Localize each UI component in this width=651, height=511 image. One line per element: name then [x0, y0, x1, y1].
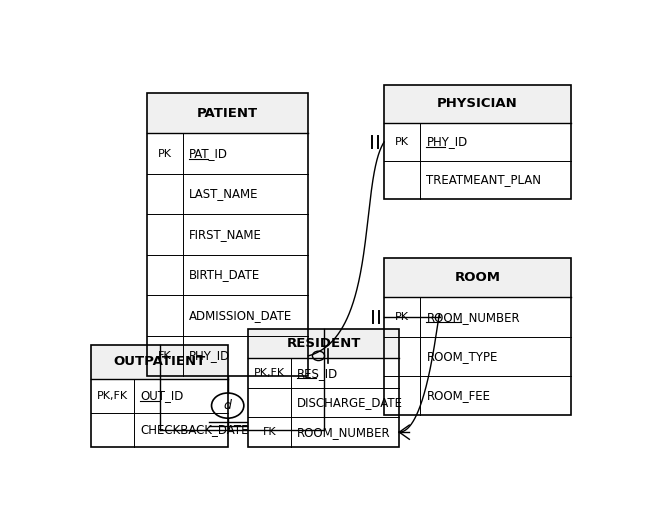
Text: ROOM_TYPE: ROOM_TYPE: [426, 350, 498, 363]
Text: ADMISSION_DATE: ADMISSION_DATE: [189, 309, 292, 322]
Text: FK: FK: [158, 351, 172, 361]
Bar: [91, 344, 228, 447]
Bar: [384, 85, 571, 123]
Text: BIRTH_DATE: BIRTH_DATE: [189, 268, 260, 282]
Bar: [384, 258, 571, 415]
Text: RESIDENT: RESIDENT: [286, 337, 361, 350]
Text: RES_ID: RES_ID: [297, 367, 338, 380]
Text: PHY_ID: PHY_ID: [426, 135, 467, 149]
Text: PK: PK: [158, 149, 172, 158]
Bar: [384, 258, 571, 415]
Text: FK: FK: [262, 427, 276, 437]
Text: PK: PK: [395, 137, 409, 147]
Bar: [248, 329, 399, 447]
Bar: [147, 93, 309, 376]
Text: ROOM_FEE: ROOM_FEE: [426, 389, 490, 402]
Bar: [91, 344, 228, 447]
Text: PATIENT: PATIENT: [197, 106, 258, 120]
Text: ROOM_NUMBER: ROOM_NUMBER: [297, 426, 391, 438]
Text: PHY_ID: PHY_ID: [189, 350, 230, 362]
Text: PK: PK: [395, 312, 409, 322]
Bar: [384, 258, 571, 297]
Bar: [91, 344, 228, 379]
Text: TREATMEANT_PLAN: TREATMEANT_PLAN: [426, 174, 542, 187]
Text: PHYSICIAN: PHYSICIAN: [437, 98, 518, 110]
Bar: [147, 93, 309, 376]
Text: OUT_ID: OUT_ID: [141, 389, 184, 402]
Bar: [248, 329, 399, 447]
Text: PK,FK: PK,FK: [254, 368, 285, 378]
Text: FIRST_NAME: FIRST_NAME: [189, 228, 262, 241]
Text: LAST_NAME: LAST_NAME: [189, 188, 259, 200]
Text: PAT_ID: PAT_ID: [189, 147, 229, 160]
Text: ROOM: ROOM: [454, 271, 501, 284]
Text: ROOM_NUMBER: ROOM_NUMBER: [426, 311, 520, 323]
Text: DISCHARGE_DATE: DISCHARGE_DATE: [297, 396, 403, 409]
Bar: [384, 85, 571, 199]
Bar: [248, 329, 399, 358]
Text: CHECKBACK_DATE: CHECKBACK_DATE: [141, 424, 249, 436]
Text: OUTPATIENT: OUTPATIENT: [113, 355, 206, 368]
Bar: [384, 85, 571, 199]
Text: d: d: [224, 399, 232, 412]
Text: PK,FK: PK,FK: [98, 391, 128, 401]
Bar: [147, 93, 309, 133]
